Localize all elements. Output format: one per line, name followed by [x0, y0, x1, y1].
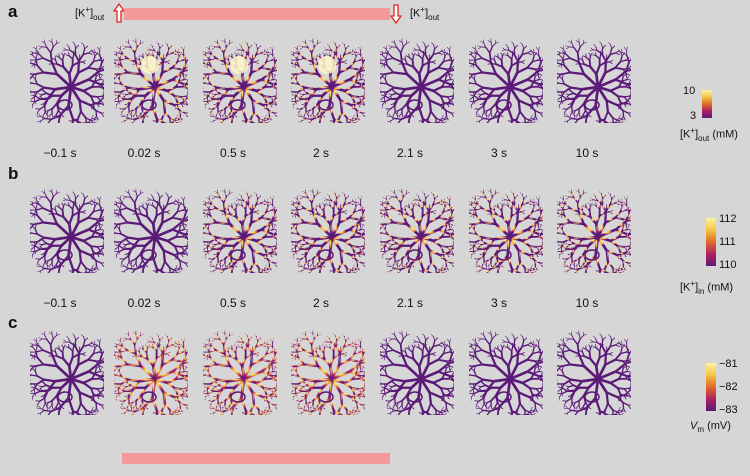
neuron-image [380, 330, 454, 415]
neuron-image [557, 188, 631, 273]
neuron-image [380, 188, 454, 273]
colorbar-b-tick-max: 112 [719, 213, 737, 225]
time-label: 2.1 s [396, 296, 423, 310]
neuron-image [203, 38, 277, 123]
panel-letter-c: c [8, 313, 18, 332]
neuron-image [291, 188, 365, 273]
colorbar-b-tick-min: 110 [719, 259, 737, 271]
stimulus-bar-bottom [122, 453, 390, 464]
time-label: 0.5 s [219, 146, 246, 160]
time-label: 2 s [312, 296, 329, 310]
time-label: 10 s [575, 146, 599, 160]
neuron-image [469, 330, 543, 415]
neuron-image [469, 188, 543, 273]
colorbar-c [706, 363, 716, 411]
time-label: 10 s [575, 296, 599, 310]
neuron-image [30, 330, 104, 415]
colorbar-c-label: Vm (mV) [690, 420, 731, 435]
time-label: −0.1 s [43, 146, 77, 160]
colorbar-a-label: [K+]out (mM) [680, 126, 738, 143]
colorbar-c-tick-max: −81 [719, 358, 738, 370]
stimulus-right-label: [K+]out [410, 5, 440, 22]
stimulus-left-label: [K+]out [75, 5, 105, 22]
panel-letter-a: a [8, 2, 18, 21]
neuron-image [557, 330, 631, 415]
colorbar-b [706, 218, 716, 266]
time-label: 0.5 s [219, 296, 246, 310]
time-label: 0.02 s [127, 296, 161, 310]
colorbar-c-tick-mid: −82 [719, 381, 738, 393]
neuron-image [557, 38, 631, 123]
colorbar-a [702, 90, 712, 118]
colorbar-b-label: [K+]in (mM) [680, 279, 734, 296]
time-label: 0.02 s [127, 146, 161, 160]
neuron-image [30, 38, 104, 123]
neuron-image [114, 38, 188, 123]
down-arrow-icon [390, 4, 402, 24]
time-label: −0.1 s [43, 296, 77, 310]
neuron-image [114, 188, 188, 273]
colorbar-b-tick-mid: 111 [719, 236, 736, 248]
colorbar-a-tick-min: 3 [690, 110, 697, 122]
neuron-image [291, 330, 365, 415]
colorbar-a-tick-max: 10 [683, 85, 696, 97]
colorbar-c-tick-min: −83 [719, 404, 738, 416]
panel-letter-b: b [8, 164, 19, 183]
stimulus-bar-top [124, 8, 390, 20]
time-label: 2 s [312, 146, 329, 160]
time-label: 3 s [490, 296, 507, 310]
neuron-image [114, 330, 188, 415]
neuron-image [30, 188, 104, 273]
neuron-image [203, 188, 277, 273]
neuron-image [380, 38, 454, 123]
time-label: 2.1 s [396, 146, 423, 160]
neuron-image [203, 330, 277, 415]
time-label: 3 s [490, 146, 507, 160]
neuron-image [469, 38, 543, 123]
up-arrow-icon [113, 3, 125, 23]
neuron-image [291, 38, 365, 123]
